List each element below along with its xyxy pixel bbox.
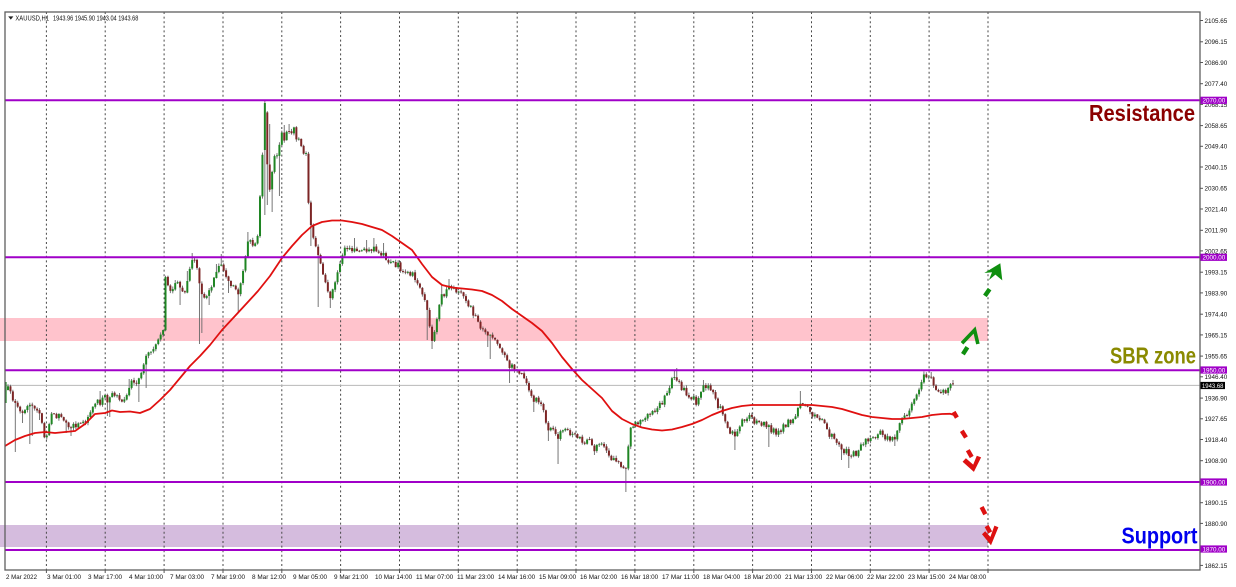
svg-text:1918.40: 1918.40 — [1205, 437, 1228, 444]
svg-text:2011.90: 2011.90 — [1205, 228, 1228, 235]
svg-text:10 Mar 14:00: 10 Mar 14:00 — [375, 574, 412, 581]
svg-text:1900.00: 1900.00 — [1203, 479, 1226, 486]
svg-text:XAUUSD,H1: XAUUSD,H1 — [15, 15, 49, 22]
svg-text:2077.40: 2077.40 — [1205, 81, 1228, 88]
svg-text:2070.00: 2070.00 — [1203, 98, 1226, 105]
svg-text:2086.90: 2086.90 — [1205, 60, 1228, 67]
svg-text:1965.15: 1965.15 — [1205, 332, 1228, 339]
svg-text:SBR zone: SBR zone — [1110, 343, 1196, 369]
svg-text:23 Mar 15:00: 23 Mar 15:00 — [908, 574, 945, 581]
svg-text:1950.00: 1950.00 — [1203, 367, 1226, 374]
svg-text:14 Mar 16:00: 14 Mar 16:00 — [498, 574, 535, 581]
svg-text:16 Mar 18:00: 16 Mar 18:00 — [621, 574, 658, 581]
svg-text:17 Mar 11:00: 17 Mar 11:00 — [662, 574, 699, 581]
svg-text:9 Mar 05:00: 9 Mar 05:00 — [293, 574, 327, 581]
svg-text:1908.90: 1908.90 — [1205, 458, 1228, 465]
svg-text:22 Mar 06:00: 22 Mar 06:00 — [826, 574, 863, 581]
svg-text:2040.15: 2040.15 — [1205, 164, 1228, 171]
svg-text:2030.65: 2030.65 — [1205, 186, 1228, 193]
svg-text:2002.65: 2002.65 — [1205, 248, 1228, 255]
svg-text:11 Mar 07:00: 11 Mar 07:00 — [416, 574, 453, 581]
svg-text:1870.00: 1870.00 — [1203, 546, 1226, 553]
svg-text:2058.65: 2058.65 — [1205, 123, 1228, 130]
svg-text:24 Mar 08:00: 24 Mar 08:00 — [949, 574, 986, 581]
svg-text:2 Mar 2022: 2 Mar 2022 — [6, 574, 37, 581]
svg-text:4 Mar 10:00: 4 Mar 10:00 — [129, 574, 163, 581]
svg-text:1943.68: 1943.68 — [1202, 383, 1224, 390]
svg-text:7 Mar 03:00: 7 Mar 03:00 — [170, 574, 204, 581]
svg-text:11 Mar 23:00: 11 Mar 23:00 — [457, 574, 494, 581]
svg-text:21 Mar 13:00: 21 Mar 13:00 — [785, 574, 822, 581]
svg-text:1955.65: 1955.65 — [1205, 354, 1228, 361]
svg-text:2021.40: 2021.40 — [1205, 206, 1228, 213]
svg-text:9 Mar 21:00: 9 Mar 21:00 — [334, 574, 368, 581]
svg-text:22 Mar 22:00: 22 Mar 22:00 — [867, 574, 904, 581]
svg-text:1974.40: 1974.40 — [1205, 312, 1228, 319]
svg-text:15 Mar 09:00: 15 Mar 09:00 — [539, 574, 576, 581]
svg-text:2068.15: 2068.15 — [1205, 102, 1228, 109]
svg-text:8 Mar 12:00: 8 Mar 12:00 — [252, 574, 286, 581]
svg-text:Support: Support — [1122, 523, 1198, 549]
svg-text:1943.96 1945.90 1943.04 1943.6: 1943.96 1945.90 1943.04 1943.68 — [53, 15, 138, 22]
svg-text:2000.00: 2000.00 — [1203, 255, 1226, 262]
svg-text:3 Mar 01:00: 3 Mar 01:00 — [47, 574, 81, 581]
svg-text:1880.90: 1880.90 — [1205, 521, 1228, 528]
svg-text:1890.15: 1890.15 — [1205, 500, 1228, 507]
svg-text:18 Mar 20:00: 18 Mar 20:00 — [744, 574, 781, 581]
svg-text:16 Mar 02:00: 16 Mar 02:00 — [580, 574, 617, 581]
svg-text:1993.15: 1993.15 — [1205, 270, 1228, 277]
svg-text:3 Mar 17:00: 3 Mar 17:00 — [88, 574, 122, 581]
svg-text:1862.15: 1862.15 — [1205, 563, 1228, 570]
svg-text:7 Mar 19:00: 7 Mar 19:00 — [211, 574, 245, 581]
svg-text:2105.65: 2105.65 — [1205, 18, 1228, 25]
svg-text:1946.40: 1946.40 — [1205, 374, 1228, 381]
svg-text:18 Mar 04:00: 18 Mar 04:00 — [703, 574, 740, 581]
svg-text:1927.65: 1927.65 — [1205, 416, 1228, 423]
svg-text:2049.40: 2049.40 — [1205, 144, 1228, 151]
svg-text:Resistance: Resistance — [1089, 100, 1195, 126]
svg-text:1936.90: 1936.90 — [1205, 396, 1228, 403]
svg-text:1983.90: 1983.90 — [1205, 290, 1228, 297]
svg-text:2096.15: 2096.15 — [1205, 39, 1228, 46]
